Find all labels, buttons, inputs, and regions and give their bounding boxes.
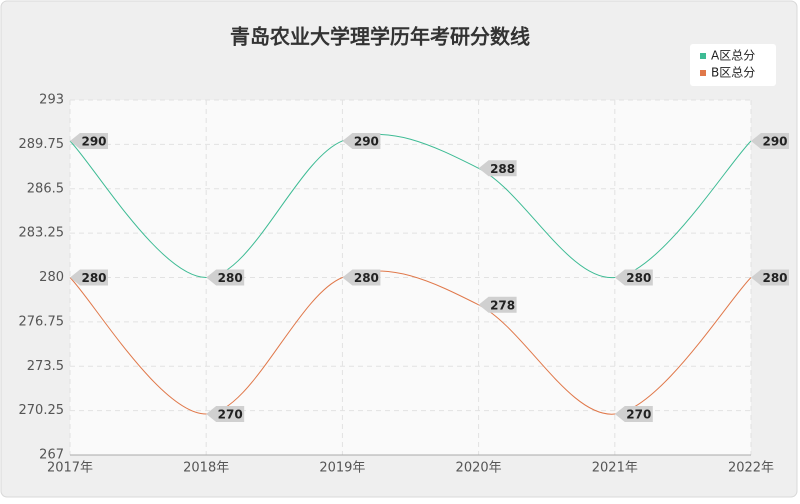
data-label: 280 — [81, 271, 106, 285]
data-label-box — [206, 269, 245, 286]
data-label-box — [342, 132, 381, 149]
y-tick-label: 283.25 — [19, 226, 65, 241]
legend-swatch — [700, 70, 706, 76]
data-label: 280 — [626, 271, 651, 285]
data-label-box — [478, 160, 517, 177]
chart-title: 青岛农业大学理学历年考研分数线 — [230, 25, 530, 49]
data-label-box — [751, 269, 789, 286]
data-label-box — [478, 296, 517, 313]
data-label-box — [206, 406, 245, 423]
legend-label: A区总分 — [711, 49, 755, 63]
x-tick-label: 2020年 — [456, 461, 502, 476]
data-label-box — [70, 132, 108, 149]
x-tick-label: 2021年 — [592, 461, 638, 476]
legend-box — [690, 44, 776, 86]
series-line — [69, 133, 752, 279]
x-tick-label: 2022年 — [728, 461, 774, 476]
data-label: 280 — [218, 271, 243, 285]
y-tick-label: 289.75 — [19, 137, 65, 152]
y-tick-label: 270.25 — [19, 403, 65, 418]
y-tick-label: 286.5 — [27, 181, 64, 196]
data-label: 278 — [490, 298, 515, 312]
data-label-box — [70, 269, 108, 286]
legend-label: B区总分 — [711, 66, 755, 80]
data-label: 280 — [762, 271, 787, 285]
y-tick-label: 276.75 — [19, 314, 65, 329]
data-label: 280 — [354, 271, 379, 285]
data-label: 288 — [490, 162, 515, 176]
y-tick-label: 273.5 — [27, 359, 64, 374]
y-tick-label: 267 — [39, 448, 64, 463]
data-label: 290 — [354, 134, 379, 148]
data-label: 290 — [762, 134, 787, 148]
data-label-box — [614, 406, 653, 423]
y-tick-label: 293 — [39, 93, 64, 108]
x-tick-label: 2018年 — [183, 461, 229, 476]
data-label-box — [614, 269, 653, 286]
legend-swatch — [700, 53, 706, 59]
data-label-box — [342, 269, 381, 286]
x-tick-label: 2019年 — [319, 461, 365, 476]
data-label: 270 — [626, 408, 651, 422]
data-label-box — [751, 132, 789, 149]
data-label: 290 — [81, 134, 106, 148]
series-line — [69, 270, 752, 415]
data-label: 270 — [218, 408, 243, 422]
y-tick-label: 280 — [39, 270, 64, 285]
x-tick-label: 2017年 — [47, 461, 93, 476]
